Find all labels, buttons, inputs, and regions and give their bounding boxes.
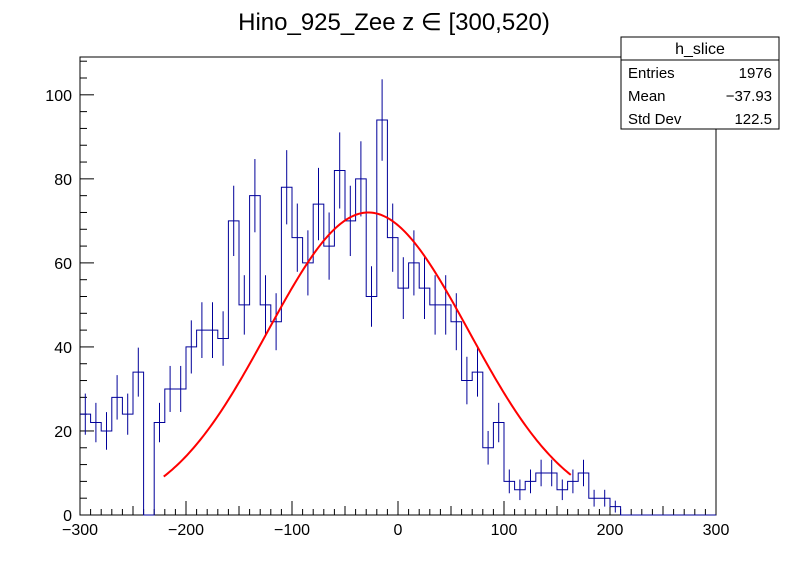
x-tick-label: 100 <box>491 522 518 539</box>
histogram-error-bars <box>84 79 616 513</box>
y-tick-label: 80 <box>54 172 72 189</box>
stats-stddev-value: 122.5 <box>734 111 772 128</box>
x-tick-label: 200 <box>597 522 624 539</box>
stats-stddev-label: Std Dev <box>628 111 682 128</box>
x-tick-label: −100 <box>274 522 310 539</box>
stats-mean-label: Mean <box>628 88 666 105</box>
x-axis: −300 −200 −100 0 100 200 300 <box>62 501 729 539</box>
stats-box-frame <box>620 36 780 130</box>
fit-curve-line <box>163 211 572 478</box>
stats-entries-label: Entries <box>628 65 675 82</box>
y-tick-label: 40 <box>54 340 72 357</box>
x-tick-label: 300 <box>703 522 730 539</box>
histogram-bins <box>80 119 716 516</box>
y-tick-label: 0 <box>63 508 72 525</box>
y-tick-label: 60 <box>54 256 72 273</box>
stats-entries-value: 1976 <box>739 65 772 82</box>
x-tick-label: 0 <box>394 522 403 539</box>
y-tick-label: 100 <box>45 88 72 105</box>
y-axis: 0 20 40 60 80 100 <box>45 60 94 525</box>
gaussian-fit <box>163 211 572 478</box>
x-tick-label: −300 <box>62 522 98 539</box>
histogram-step-line <box>80 119 716 516</box>
stats-box: h_slice Entries 1976 Mean −37.93 Std Dev… <box>620 36 780 130</box>
x-tick-label: −200 <box>168 522 204 539</box>
chart-title: Hino_925_Zee z ∈ [300,520) <box>238 9 550 36</box>
stats-box-title: h_slice <box>675 41 725 58</box>
y-tick-label: 20 <box>54 424 72 441</box>
stats-mean-value: −37.93 <box>726 88 772 105</box>
